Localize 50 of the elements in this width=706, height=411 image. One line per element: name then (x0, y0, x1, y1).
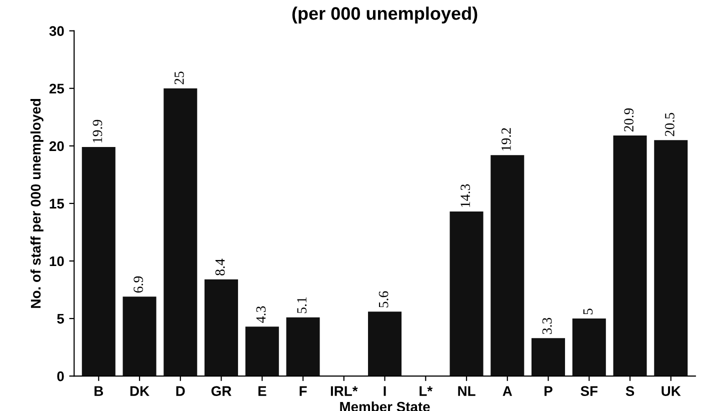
bar (82, 147, 116, 376)
x-tick-label: DK (130, 386, 150, 396)
bar (164, 88, 198, 376)
data-label: 3.3 (542, 318, 552, 334)
bar (654, 140, 688, 376)
data-label: 19.2 (502, 128, 511, 150)
data-label: 19.9 (92, 120, 102, 142)
data-label: 25 (174, 72, 184, 84)
x-tick-label: P (544, 386, 552, 396)
bar (204, 279, 238, 376)
x-tick-label: GR (211, 386, 232, 396)
bar (572, 318, 606, 376)
data-label: 5.1 (297, 297, 307, 314)
data-label: 8.4 (215, 258, 225, 276)
y-axis-title: No. of staff per 000 unemployed (30, 99, 44, 308)
bar (286, 317, 320, 376)
y-tick-label: 0 (57, 371, 64, 382)
x-tick-label: B (94, 386, 104, 396)
bar (368, 312, 402, 376)
data-label: 5.6 (378, 291, 388, 308)
y-tick-label: 5 (57, 314, 64, 324)
x-tick-label: S (626, 386, 634, 396)
y-tick-label: 20 (49, 141, 64, 152)
x-tick-label: D (176, 386, 185, 396)
bar (245, 326, 279, 376)
y-tick-label: 25 (49, 84, 64, 94)
x-tick-label: I (384, 386, 386, 396)
y-tick-label: 30 (49, 26, 64, 36)
chart-title: (per 000 unemployed) (292, 6, 478, 24)
bar (613, 136, 647, 376)
data-label: 5 (583, 308, 593, 314)
x-tick-label: NL (458, 386, 476, 396)
data-label: 4.3 (256, 306, 266, 323)
x-tick-label: L* (420, 386, 433, 396)
x-tick-label: E (258, 386, 266, 396)
x-tick-label: IRL* (330, 386, 358, 396)
x-tick-label: UK (662, 386, 681, 396)
data-label: 20.9 (624, 108, 634, 132)
data-label: 6.9 (134, 276, 144, 293)
bar (532, 338, 566, 376)
y-tick-label: 15 (50, 198, 64, 209)
bar (122, 296, 156, 376)
bar (450, 212, 484, 376)
y-tick-label: 10 (50, 256, 64, 266)
bar (490, 155, 524, 376)
x-tick-label: A (502, 386, 512, 396)
x-tick-label: F (300, 386, 307, 396)
data-label: 14.3 (460, 184, 470, 207)
data-label: 20.5 (664, 112, 674, 136)
x-tick-label: SF (580, 386, 598, 396)
